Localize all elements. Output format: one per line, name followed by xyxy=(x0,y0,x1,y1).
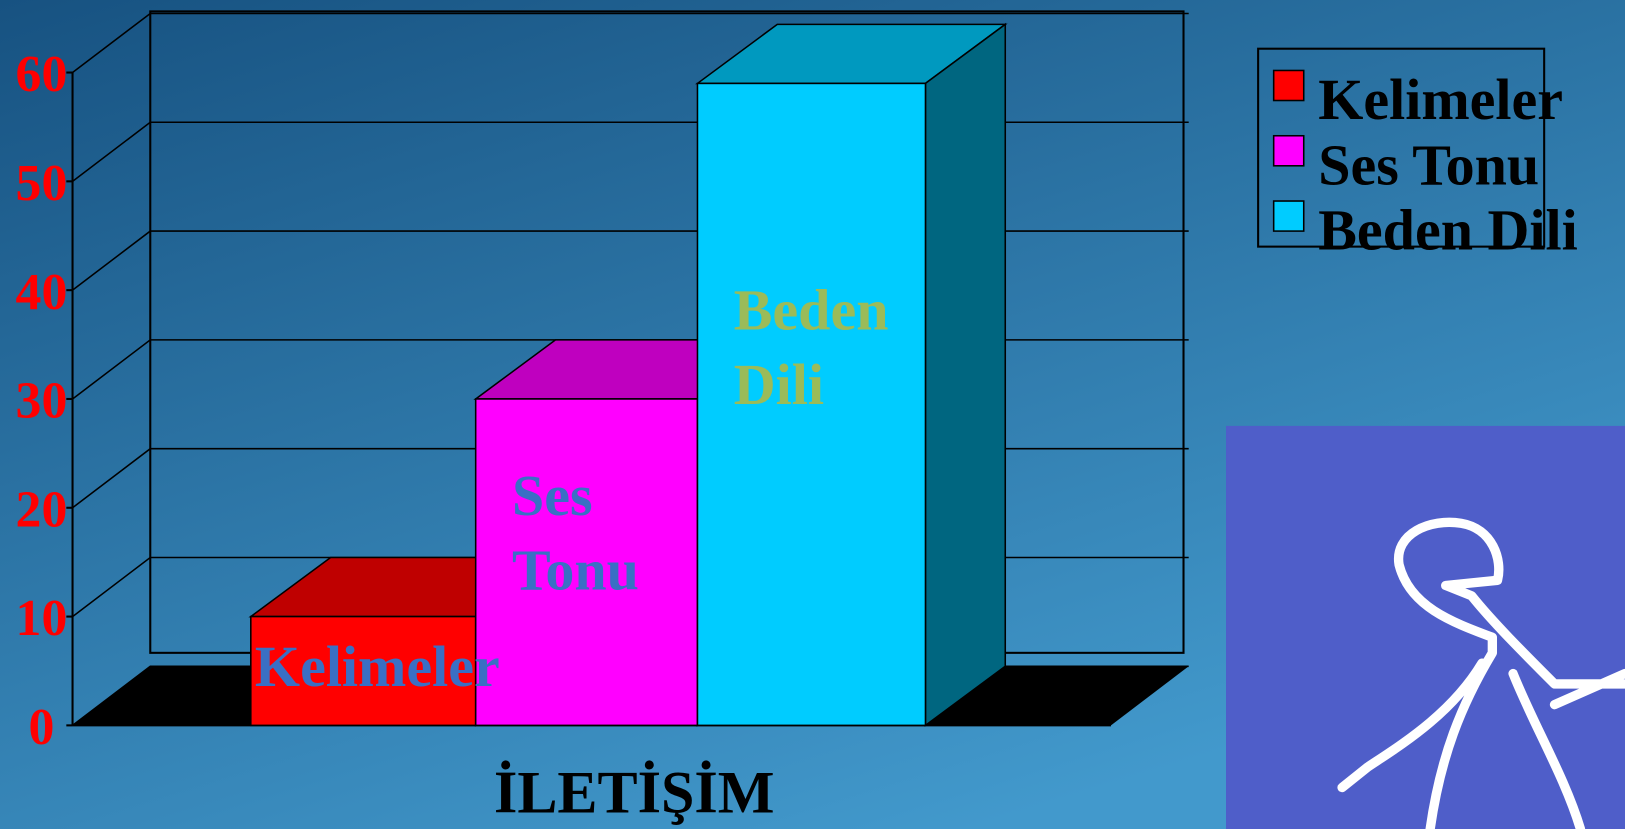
legend-label: Kelimeler xyxy=(1318,67,1563,132)
illustration-panel xyxy=(1226,426,1625,829)
legend-label: Ses Tonu xyxy=(1318,132,1539,197)
y-tick-label: 0 xyxy=(29,699,55,756)
legend-label: Beden Dili xyxy=(1318,198,1577,263)
illustration xyxy=(1226,426,1625,829)
y-tick-label: 50 xyxy=(16,155,68,212)
y-tick-label: 10 xyxy=(16,590,68,647)
bar-side xyxy=(925,24,1005,725)
y-tick-label: 30 xyxy=(16,373,68,430)
bar-label: Kelimeler xyxy=(255,634,500,699)
legend-swatch xyxy=(1274,136,1304,166)
legend-swatch xyxy=(1274,70,1304,100)
legend-swatch xyxy=(1274,201,1304,231)
y-tick-label: 40 xyxy=(16,264,68,321)
y-tick-label: 60 xyxy=(16,46,68,103)
chart: 0102030405060KelimelerSesTonuBedenDili K… xyxy=(0,0,1625,829)
y-tick-label: 20 xyxy=(16,481,68,538)
x-category-label: İLETİŞİM xyxy=(494,759,775,826)
